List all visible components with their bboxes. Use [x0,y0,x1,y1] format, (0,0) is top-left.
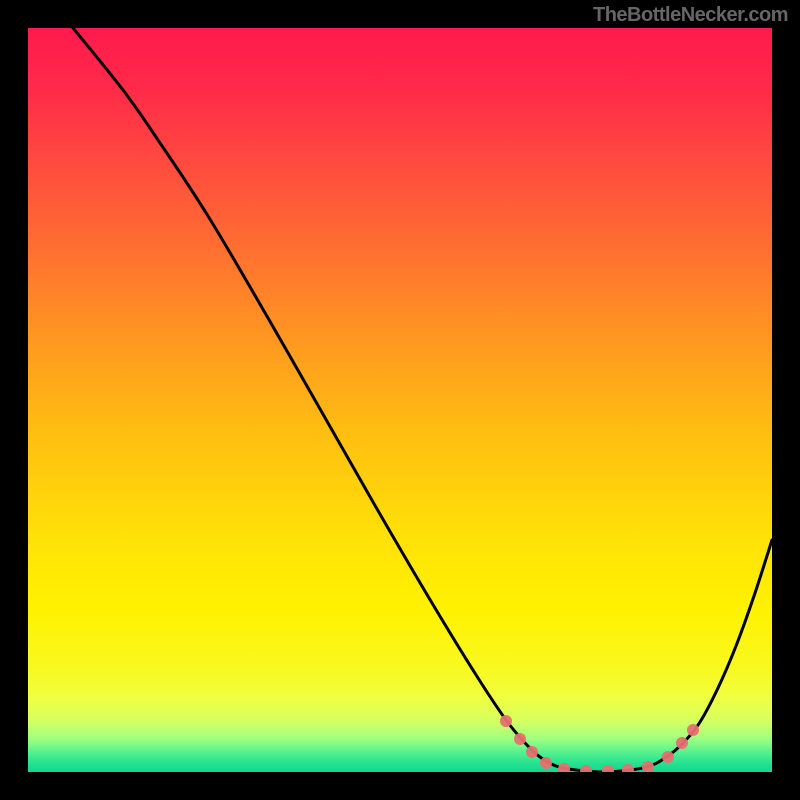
marker-dot [642,761,654,772]
marker-dot [540,757,552,769]
curve-layer [28,28,772,772]
marker-dot [500,715,512,727]
curve-markers [500,715,699,772]
bottleneck-curve [73,28,772,772]
marker-dot [622,764,634,772]
marker-dot [580,765,592,772]
marker-dot [676,737,688,749]
marker-dot [687,724,699,736]
marker-dot [558,763,570,772]
marker-dot [602,765,614,772]
marker-dot [526,746,538,758]
attribution-text: TheBottleNecker.com [593,4,788,27]
plot-area [28,28,772,772]
marker-dot [514,733,526,745]
marker-dot [662,751,674,763]
